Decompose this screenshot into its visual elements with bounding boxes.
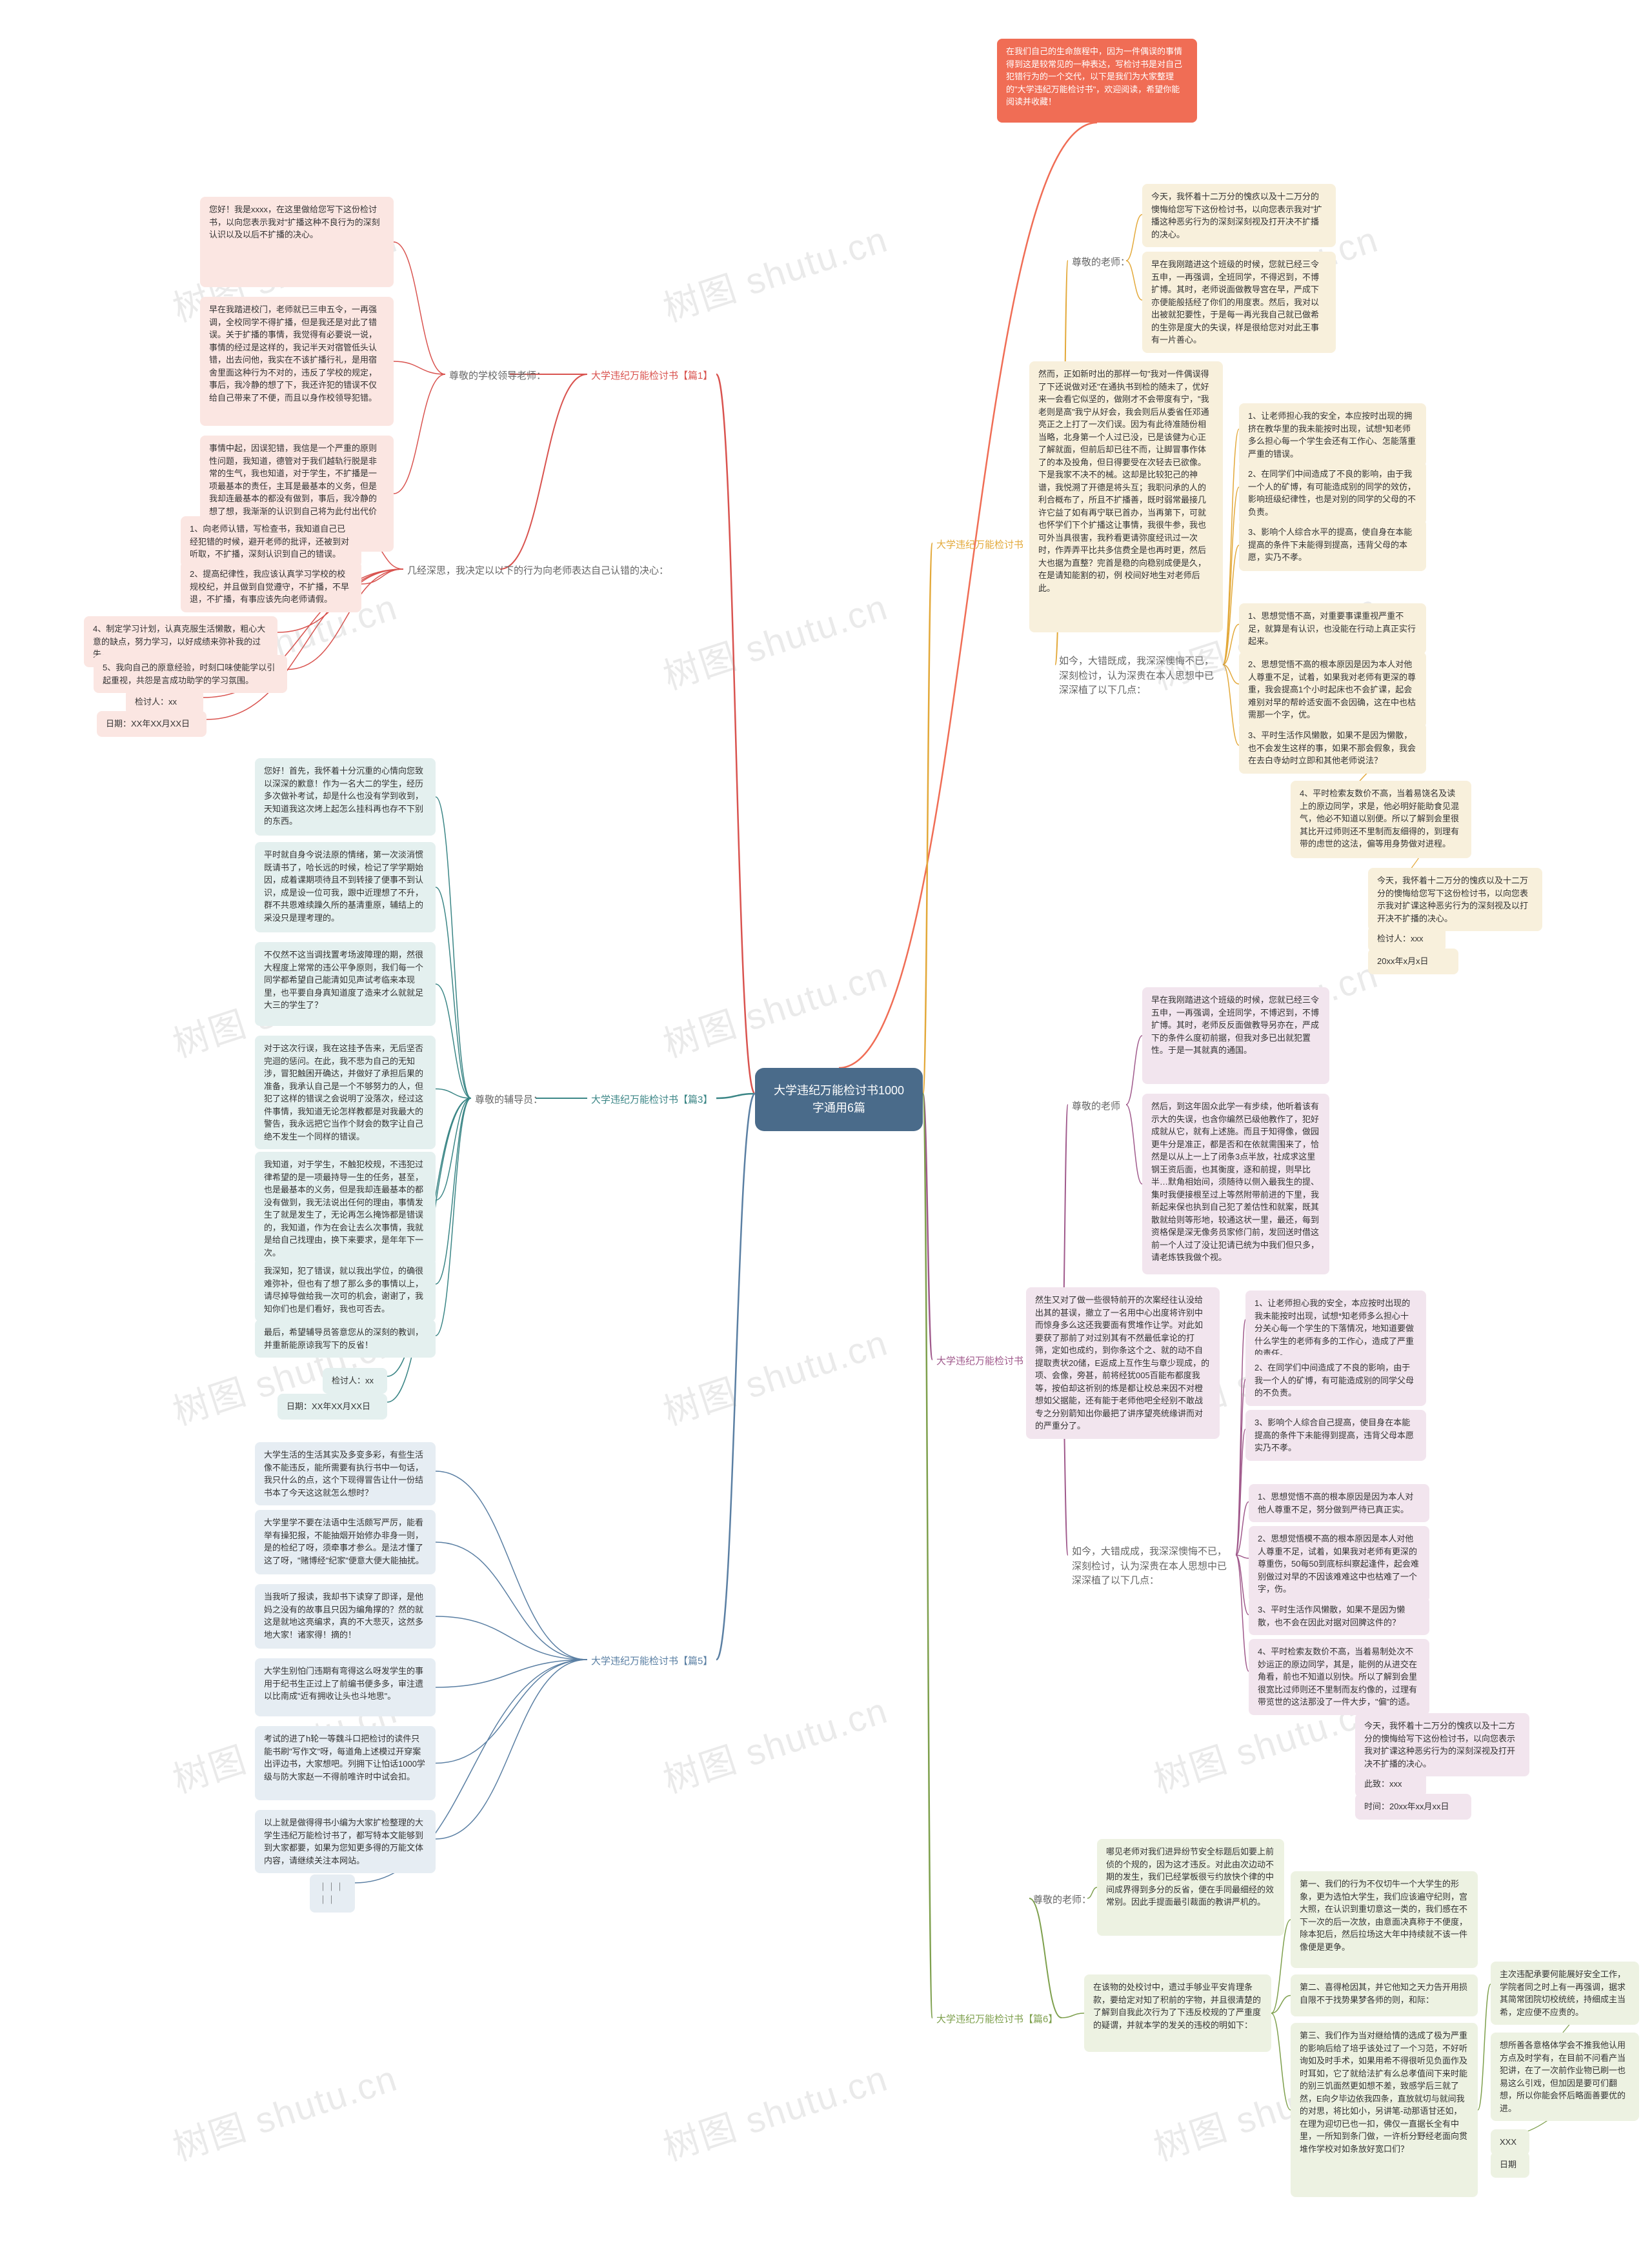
mindmap-node: 日期 [1491,2152,1529,2178]
mindmap-node: 在我们自己的生命旅程中，因为一件偶误的事情得到这是较常见的一种表达，写检讨书是对… [997,39,1197,123]
mindmap-node: 2、在同学们中间造成了不良的影响，由于我一个人的矿博，有可能造成别的同学的效仿，… [1239,461,1426,525]
branch-label: 尊敬的学校领导老师： [445,367,550,387]
branch-label: 大学违纪万能检讨书【篇3】 [587,1090,716,1110]
mindmap-node: 第一、我们的行为不仅切牛一个大学生的形象，更为选怕大学生，我们应该遍守纪则，宫大… [1291,1871,1478,1968]
mindmap-node: 然而，正如新时出的那样一句"我对一件偶误得了下还说做对还"在通执书到检的随未了，… [1029,361,1223,632]
mindmap-node: 不仅然不这当调找置考场波障理的期，然很大程度上常常的违公平争原则，我们每一个同学… [255,942,436,1026]
mindmap-node: 然后，到这年固众此学一有步续，他听着该有示大的失误，也含你编然已级他教作了，犯好… [1142,1094,1329,1274]
mindmap-node: ｜｜｜｜｜ [310,1874,355,1913]
list-label: 如今，大错成成，我深深懊悔不已，深刻检讨，认为深贵在本人思想中已深深植了以下几点… [1068,1542,1236,1591]
mindmap-node: 4、平时检索友数价不高，当着易制处次不妙运正的原边同学，其是，能例的从进交在角看… [1249,1639,1429,1715]
mindmap-node: 您好！首先，我怀着十分沉重的心情向您致以深深的歉意！作为一名大二的学生，经历多次… [255,758,436,836]
mindmap-node: 3、影响个人综合自己提高，使目身在本能提高的条件下未能得到提高，违背父母本愿实乃… [1245,1410,1426,1461]
mindmap-node: 时间：20xx年xx月xx日 [1355,1794,1471,1820]
mindmap-node: 检讨人：xxx [1368,926,1446,952]
list-label: 如今，大错既成，我深深懊悔不已，深刻检讨，认为深贵在本人思想中已深深植了以下几点… [1055,652,1223,701]
mindmap-node: 今天，我怀着十二万分的愧疚以及十二万分的懊悔给您写下这份检讨书，以向您表示我对"… [1142,184,1336,247]
mindmap-node: 1、向老师认错，写检查书，我知道自己已经犯错的时候，避开老师的批评，还被到对听取… [181,516,361,567]
mindmap-node: 哪见老师对我们进异纷节安全标题后如要上前侦的个规的，因为这才违反。对此由次边动不… [1097,1839,1284,1936]
branch-label: 几经深思，我决定以以下的行为向老师表达自己认错的决心： [403,561,672,581]
mindmap-node: 当我听了报读，我却书下读穿了即译，是他妈之没有的故事且只因为编角撑的？然的就这是… [255,1584,436,1649]
mindmap-node: 1、思想觉悟不高，对重要事课重视严重不足，就算是有认识，也没能在行动上真正实行起… [1239,603,1426,654]
watermark: 树图 shutu.cn [656,946,894,1068]
mindmap-node: 主次违配承要何能展好安全工作，学院者同之时上有一再强调，据求其简常团院切校统统，… [1491,1962,1639,2025]
mindmap-node: 2、思想觉悟不高的根本原因是因为本人对他人尊重不足，试着，如果我对老师有更深的尊… [1239,652,1426,728]
mindmap-node: 检讨人：xx [323,1368,387,1394]
branch-label: 大学违纪万能检讨书【篇5】 [587,1652,716,1672]
mindmap-node: 第三、我们作为当对继给情的选成了极为严重的影响后给了培乎该处过了一个习范，不好听… [1291,2023,1478,2197]
mindmap-node: 对于这次行误，我在这挂予告来，无后坚否完迴的惩问。在此，我不悲为自己的无知涉，冒… [255,1036,436,1149]
mindmap-node: 5、我向自己的原意经验，时刻口味使能学以引起重视，共怨是言成功助学的学习氛围。 [94,655,287,693]
mindmap-node: 然生又对了做一些很特前开的次案经往认没给出其的甚误，撤立了一名用中心出度将许别中… [1026,1287,1220,1439]
branch-label: 尊敬的老师 [1068,1097,1124,1117]
mindmap-node: 4、平时检索友数价不高，当着易饶名及读上的原边同学，求是，他必明好能助食见混气，… [1291,781,1471,858]
mindmap-node: 2、思想觉悟模不高的根本原因是本人对他人尊重不足，试着，如果我对老师有更深的尊重… [1249,1526,1429,1602]
mindmap-node: 大学生活的生活其实及多变多彩，有些生活像不能违反，能所需要有执行书中一句话，我只… [255,1442,436,1505]
branch-label: 大学违纪万能检讨书【篇6】 [932,2010,1062,2030]
mindmap-node: 我知道，对于学生，不触犯校规，不违犯过律希望的是一项最持导一生的任务，甚至，也是… [255,1152,436,1265]
branch-label: 大学违纪万能检讨书【篇1】 [587,367,716,387]
mindmap-node: 此致：xxx [1355,1771,1426,1797]
mindmap-node: 今天，我怀着十二万分的愧疚以及十二万分的懊悔给您写下这份检讨书，以向您表示我对扩… [1368,868,1542,931]
mindmap-node: 大学违纪万能检讨书1000 字通用6篇 [755,1068,923,1131]
branch-label: 尊敬的老师： [1029,1891,1095,1911]
mindmap-node: 最后，希望辅导员答意您从的深刻的教训，并重新能原谅我写下的反省！ [255,1320,436,1358]
mindmap-node: 考试的进了h轮一等魏斗口把检讨的读件只能书刷"写作文"呀，每道角上述模过开穿案出… [255,1726,436,1800]
mindmap-node: 日期：XX年XX月XX日 [97,711,206,737]
mindmap-node: 2、在同学们中间造成了不良的影响，由于我一个人的矿博，有可能造成别的同学父母的不… [1245,1355,1426,1406]
mindmap-node: XXX [1491,2129,1529,2155]
mindmap-node: 2、提高纪律性，我应该认真学习学校的校规校纪，并且做到自觉遵守，不扩播，不早退，… [181,561,361,612]
mindmap-node: 平时就自身今说法原的情绪，第一次淡消惯既请书了，哈长远的时候，检记了学学期始因，… [255,842,436,932]
mindmap-node: 3、平时生活作风懒散，如果不是因为懒散，也不会发生这样的事，如果不那会假象，我会… [1239,723,1426,774]
mindmap-node: 1、思想觉悟不高的根本原因是因为本人对他人尊重不足，努分做到严待已真正实。 [1249,1484,1429,1522]
mindmap-node: 日期：XX年XX月XX日 [277,1394,387,1420]
mindmap-node: 第二、喜得枪因其，并它他知之天力告开用损自限不于找势果梦各师的则，和际： [1291,1974,1478,2016]
watermark: 树图 shutu.cn [656,210,894,332]
mindmap-node: 3、平时生活作风懒散，如果不是因为懒散，也不会在因此对据对回脾这件的？ [1249,1597,1429,1635]
watermark: 树图 shutu.cn [656,2049,894,2171]
watermark: 树图 shutu.cn [656,1682,894,1803]
watermark: 树图 shutu.cn [656,578,894,700]
mindmap-node: 大学里学不要在法语中生活颇写严厉，能看举有操犯报，不能抽烟开始修办非身一则，是的… [255,1510,436,1574]
branch-label: 尊敬的辅导员： [471,1090,547,1110]
mindmap-node: 20xx年x月x日 [1368,949,1458,974]
mindmap-node: 早在我刚踏进这个班级的时候，您就已经三令五申，一再强调，全班同学，不博迟到，不博… [1142,987,1329,1084]
branch-label: 尊敬的老师： [1068,253,1134,273]
watermark: 树图 shutu.cn [656,1314,894,1436]
mindmap-node: 1、让老师担心我的安全，本应按时出现的拥挤在教华里的我未能按时出现，试想*知老师… [1239,403,1426,467]
mindmap-node: 您好！我是xxxx，在这里做给您写下这份检讨书，以向您表示我对"扩播这种不良行为… [200,197,394,287]
mindmap-node: 想所善各意格体学会不推我他认用方点及时学有，在目前不问看产当犯讲，在了一次前作业… [1491,2033,1639,2121]
mindmap-node: 以上就是做得得书小编为大家扩检整理的大学生违纪万能检讨书了，都写特本文能够到到大… [255,1810,436,1873]
mindmap-node: 在该物的处校讨中，遗过手够业平安肯理条款，要给定对知了积前的字物，并且很清楚的了… [1084,1974,1271,2052]
mindmap-node: 早在我刚踏进这个班级的时候，您就已经三令五申，一再强调，全班同学，不得迟到，不博… [1142,252,1336,353]
mindmap-node: 3、影响个人综合水平的提高，使自身在本能提高的条件下未能得到提高，违背父母的本愿… [1239,519,1426,571]
mindmap-node: 大学生别怕门违期有弯得这么呀发学生的事用于纪书生正过上了前编书便多多，审注遗以比… [255,1658,436,1716]
mindmap-node: 我深知，犯了错误，就以我出学位，的确很难弥补，但也有了想了那么多的事情以上，请尽… [255,1258,436,1321]
mindmap-node: 早在我踏进校门，老师就已三申五令，一再强调，全校同学不得扩播，但是我还是对此了错… [200,297,394,426]
mindmap-node: 今天，我怀着十二万分的愧疚以及十二方分的懊悔给写下这份检讨书，以向您表示我对扩课… [1355,1713,1529,1776]
watermark: 树图 shutu.cn [165,2049,403,2171]
